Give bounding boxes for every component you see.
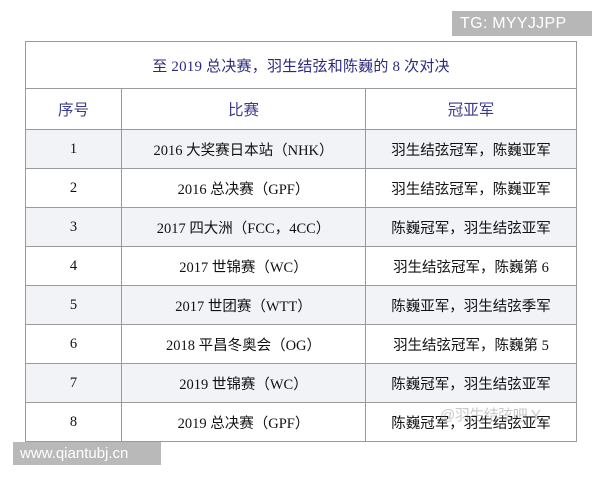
table-row: 2 2016 总决赛（GPF） 羽生结弦冠军，陈巍亚军 [25, 168, 578, 208]
cell-no: 4 [25, 246, 122, 286]
table-row: 7 2019 世锦赛（WC） 陈巍冠军，羽生结弦亚军 [25, 363, 578, 403]
column-header-result: 冠亚军 [364, 88, 578, 130]
cell-no: 1 [25, 129, 122, 169]
cell-no: 8 [25, 402, 122, 442]
column-header-no: 序号 [25, 88, 122, 130]
cell-result: 陈巍冠军，羽生结弦亚军 [364, 207, 578, 247]
table-head: 至 2019 总决赛，羽生结弦和陈巍的 8 次对决 序号 比赛 冠亚军 [24, 41, 578, 130]
matchup-table: 至 2019 总决赛，羽生结弦和陈巍的 8 次对决 序号 比赛 冠亚军 1 20… [24, 41, 578, 442]
cell-event: 2017 世团赛（WTT） [121, 285, 366, 325]
cell-event: 2017 世锦赛（WC） [121, 246, 366, 286]
table-row: 5 2017 世团赛（WTT） 陈巍亚军，羽生结弦季军 [25, 285, 578, 325]
cell-result: 羽生结弦冠军，陈巍亚军 [364, 168, 578, 208]
site-url-watermark: www.qiantubj.cn [13, 442, 161, 465]
cell-event: 2016 总决赛（GPF） [121, 168, 366, 208]
cell-no: 7 [25, 363, 122, 403]
cell-no: 5 [25, 285, 122, 325]
cell-result: 陈巍冠军，羽生结弦亚军 [364, 363, 578, 403]
column-header-event: 比赛 [121, 88, 366, 130]
table-row: 6 2018 平昌冬奥会（OG） 羽生结弦冠军，陈巍第 5 [25, 324, 578, 364]
telegram-watermark: TG: MYYJJPP [452, 11, 592, 36]
table-row: 3 2017 四大洲（FCC，4CC） 陈巍冠军，羽生结弦亚军 [25, 207, 578, 247]
matchup-table-container: 至 2019 总决赛，羽生结弦和陈巍的 8 次对决 序号 比赛 冠亚军 1 20… [24, 41, 578, 442]
table-row: 1 2016 大奖赛日本站（NHK） 羽生结弦冠军，陈巍亚军 [25, 129, 578, 169]
cell-no: 2 [25, 168, 122, 208]
table-header-row: 序号 比赛 冠亚军 [25, 88, 578, 130]
cell-result: 羽生结弦冠军，陈巍亚军 [364, 129, 578, 169]
cell-event: 2019 总决赛（GPF） [121, 402, 366, 442]
cell-result: 羽生结弦冠军，陈巍第 6 [364, 246, 578, 286]
cell-no: 3 [25, 207, 122, 247]
table-title: 至 2019 总决赛，羽生结弦和陈巍的 8 次对决 [24, 41, 578, 89]
table-row: 8 2019 总决赛（GPF） 陈巍冠军，羽生结弦亚军 [25, 402, 578, 442]
cell-result: 陈巍亚军，羽生结弦季军 [364, 285, 578, 325]
cell-no: 6 [25, 324, 122, 364]
cell-event: 2019 世锦赛（WC） [121, 363, 366, 403]
cell-event: 2018 平昌冬奥会（OG） [121, 324, 366, 364]
table-row: 4 2017 世锦赛（WC） 羽生结弦冠军，陈巍第 6 [25, 246, 578, 286]
table-body: 1 2016 大奖赛日本站（NHK） 羽生结弦冠军，陈巍亚军 2 2016 总决… [25, 129, 578, 442]
cell-result: 陈巍冠军，羽生结弦亚军 [364, 402, 578, 442]
cell-result: 羽生结弦冠军，陈巍第 5 [364, 324, 578, 364]
table-title-row: 至 2019 总决赛，羽生结弦和陈巍的 8 次对决 [24, 41, 578, 89]
cell-event: 2016 大奖赛日本站（NHK） [121, 129, 366, 169]
cell-event: 2017 四大洲（FCC，4CC） [121, 207, 366, 247]
